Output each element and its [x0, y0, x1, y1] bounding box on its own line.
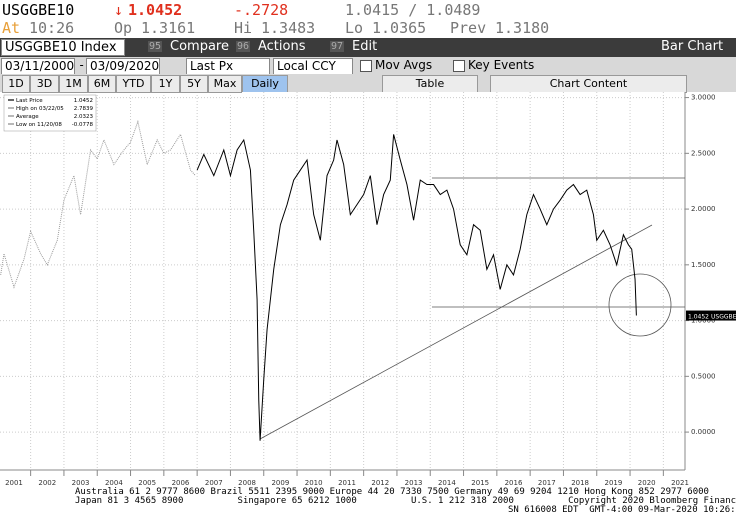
menu-label[interactable]: Edit — [352, 39, 378, 54]
legend-value: 2.0323 — [74, 114, 94, 120]
end-date[interactable]: 03/09/2020 — [86, 58, 160, 75]
chart-content-button[interactable]: Chart Content — [490, 75, 687, 93]
menu-number: 95 — [148, 41, 163, 52]
menu-label[interactable]: Actions — [258, 39, 306, 54]
x-tick-label: 2013 — [405, 479, 423, 487]
table-button[interactable]: Table — [382, 75, 478, 93]
stat-label: Prev — [450, 19, 487, 37]
x-tick-label: 2002 — [38, 479, 56, 487]
footer-contacts: Australia 61 2 9777 8600 Brazil 5511 239… — [75, 487, 709, 497]
range-button[interactable]: 6M — [88, 75, 116, 93]
y-tick-label: 1.5000 — [691, 261, 716, 269]
toolbar — [0, 38, 736, 57]
x-tick-label: 2006 — [172, 479, 190, 487]
checkbox[interactable] — [453, 60, 465, 72]
stat-value: 1.3161 — [141, 19, 196, 37]
x-tick-label: 2015 — [471, 479, 489, 487]
plot-area — [0, 92, 685, 470]
security-field[interactable]: USGGBE10 Index — [1, 39, 125, 56]
legend-label: High on 03/22/05 — [16, 106, 64, 112]
y-tick-label: 2.0000 — [691, 205, 716, 213]
tag-ticker: USGGBE10 — [711, 314, 736, 321]
direction-arrow: ↓ — [114, 1, 124, 19]
range-button[interactable]: YTD — [116, 75, 151, 93]
view-name: Bar Chart — [661, 39, 724, 54]
x-tick-label: 2020 — [638, 479, 656, 487]
range-button[interactable]: Max — [208, 75, 242, 93]
x-tick-label: 2018 — [571, 479, 589, 487]
highlight-circle — [608, 273, 672, 337]
checkbox[interactable] — [360, 60, 372, 72]
last-price: 1.0452 — [128, 1, 183, 19]
x-tick-label: 2007 — [205, 479, 223, 487]
change: -.2728 — [234, 1, 289, 19]
x-tick-label: 2008 — [238, 479, 256, 487]
bid-ask: 1.0415 / 1.0489 — [345, 1, 481, 19]
menu-number: 97 — [330, 41, 345, 52]
chart: 2001 2002 2003 2004 2005 2006 2007 2008 2009 2010… — [0, 92, 736, 487]
y-tick-label: 3.0000 — [691, 94, 716, 102]
range-button[interactable]: 5Y — [180, 75, 208, 93]
tag-value: 1.0452 — [688, 314, 709, 321]
x-tick-label: 2021 — [671, 479, 689, 487]
x-tick-label: 2009 — [271, 479, 289, 487]
date-dash: - — [78, 58, 86, 72]
stat-label: At — [2, 19, 21, 37]
legend-value: 2.7839 — [74, 106, 94, 112]
x-tick-label: 2010 — [305, 479, 323, 487]
range-button[interactable]: 3D — [30, 75, 59, 93]
checkbox-label[interactable]: Mov Avgs — [375, 58, 433, 72]
x-tick-label: 2017 — [538, 479, 556, 487]
x-tick-label: 2014 — [438, 479, 456, 487]
period-select[interactable]: Daily — [242, 75, 288, 93]
x-tick-label: 2001 — [5, 479, 23, 487]
last-price-tag — [686, 310, 736, 321]
range-button[interactable]: 1Y — [151, 75, 180, 93]
legend-value: 1.0452 — [74, 98, 93, 104]
legend-label: Low on 11/20/08 — [16, 122, 62, 128]
y-tick-label: 0.0000 — [691, 428, 716, 436]
stat-value: 1.3180 — [495, 19, 550, 37]
stat-value: 10:26 — [29, 19, 75, 37]
range-button[interactable]: 1D — [2, 75, 30, 93]
stat-label: Op — [114, 19, 133, 37]
stat-label: Hi — [234, 19, 253, 37]
start-date[interactable]: 03/11/2000 — [1, 58, 75, 75]
stat-value: 1.0365 — [372, 19, 427, 37]
range-button[interactable]: 1M — [59, 75, 88, 93]
x-tick-label: 2011 — [338, 479, 356, 487]
x-tick-label: 2012 — [371, 479, 389, 487]
x-tick-label: 2016 — [505, 479, 523, 487]
last-price-tag-label: 1.0452USGGBE10 — [688, 314, 736, 321]
x-tick-label: 2005 — [138, 479, 156, 487]
legend — [3, 94, 97, 132]
x-tick-label: 2004 — [105, 479, 123, 487]
footer-contacts-2: Japan 81 3 4565 8900 Singapore 65 6212 1… — [75, 496, 736, 506]
stat-value: 1.3483 — [261, 19, 316, 37]
stat-label: Lo — [345, 19, 364, 37]
price-line — [0, 119, 196, 289]
trend-line — [259, 224, 653, 440]
menu-number: 96 — [236, 41, 251, 52]
y-tick-label: 2.5000 — [691, 149, 716, 157]
ticker: USGGBE10 — [2, 1, 75, 19]
currency-select[interactable]: Local CCY — [273, 58, 353, 75]
field-select[interactable]: Last Px — [186, 58, 270, 75]
legend-label: Average — [16, 114, 39, 120]
legend-label: Last Price — [16, 98, 43, 104]
x-tick-label: 2003 — [72, 479, 90, 487]
x-tick-label: 2019 — [604, 479, 622, 487]
legend-value: -0.0778 — [72, 122, 94, 128]
checkbox-label[interactable]: Key Events — [468, 58, 535, 72]
price-line — [196, 134, 637, 441]
y-tick-label: 1.0000 — [691, 317, 716, 325]
menu-label[interactable]: Compare — [170, 39, 229, 54]
footer-session: SN 616008 EDT GMT-4:00 09-Mar-2020 10:26… — [508, 505, 736, 515]
y-tick-label: 0.5000 — [691, 372, 716, 380]
